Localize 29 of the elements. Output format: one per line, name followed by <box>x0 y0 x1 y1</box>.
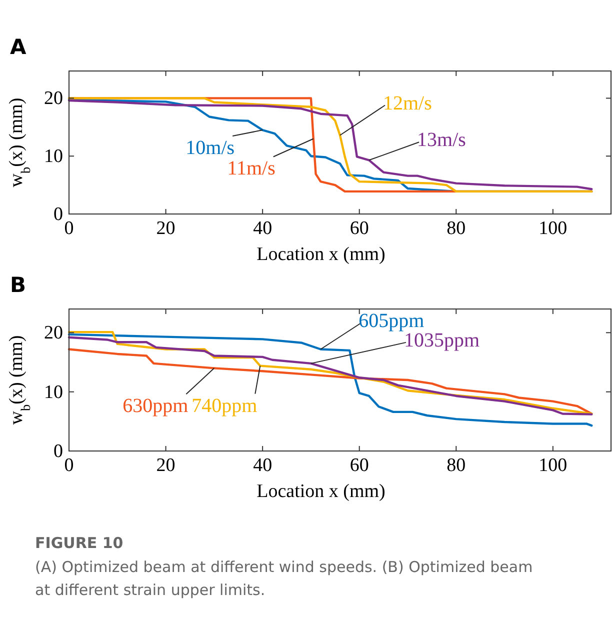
x-tick-label: 80 <box>446 455 466 476</box>
chart-title: A <box>10 35 27 59</box>
series-label: 740ppm <box>192 394 258 417</box>
x-tick-label: 100 <box>538 218 568 239</box>
y-tick-label: 10 <box>44 146 63 168</box>
x-tick-label: 20 <box>156 455 176 476</box>
series-label: 10m/s <box>186 137 235 160</box>
x-tick-label: 20 <box>156 218 176 239</box>
x-tick-label: 60 <box>350 218 369 239</box>
x-tick-label: 80 <box>446 218 466 239</box>
series-label: 13m/s <box>417 129 466 152</box>
x-axis-title: Location x (mm) <box>256 244 386 265</box>
text: 12m/s <box>383 92 432 114</box>
x-axis-title: Location x (mm) <box>256 481 386 502</box>
x-tick-label: 40 <box>253 218 272 239</box>
series-label: 630ppm <box>122 395 189 418</box>
caption: FIGURE 10 <box>35 534 124 552</box>
chart-title: B <box>10 273 26 297</box>
x-tick-label: 40 <box>253 455 272 476</box>
series-label: 11m/s <box>227 158 276 180</box>
y-tick-label: 0 <box>54 204 63 225</box>
y-tick-label: 20 <box>44 322 63 344</box>
x-tick-label: 100 <box>538 455 568 476</box>
text: (A) Optimized beam at different wind speeds. (B) Optimized beam at different strain upper limits. <box>35 558 533 599</box>
line-series <box>68 333 593 427</box>
x-tick-label: 60 <box>350 455 369 476</box>
y-tick-label: 10 <box>44 382 63 403</box>
y-tick-label: 20 <box>44 88 63 110</box>
y-tick-label: 0 <box>54 441 63 462</box>
